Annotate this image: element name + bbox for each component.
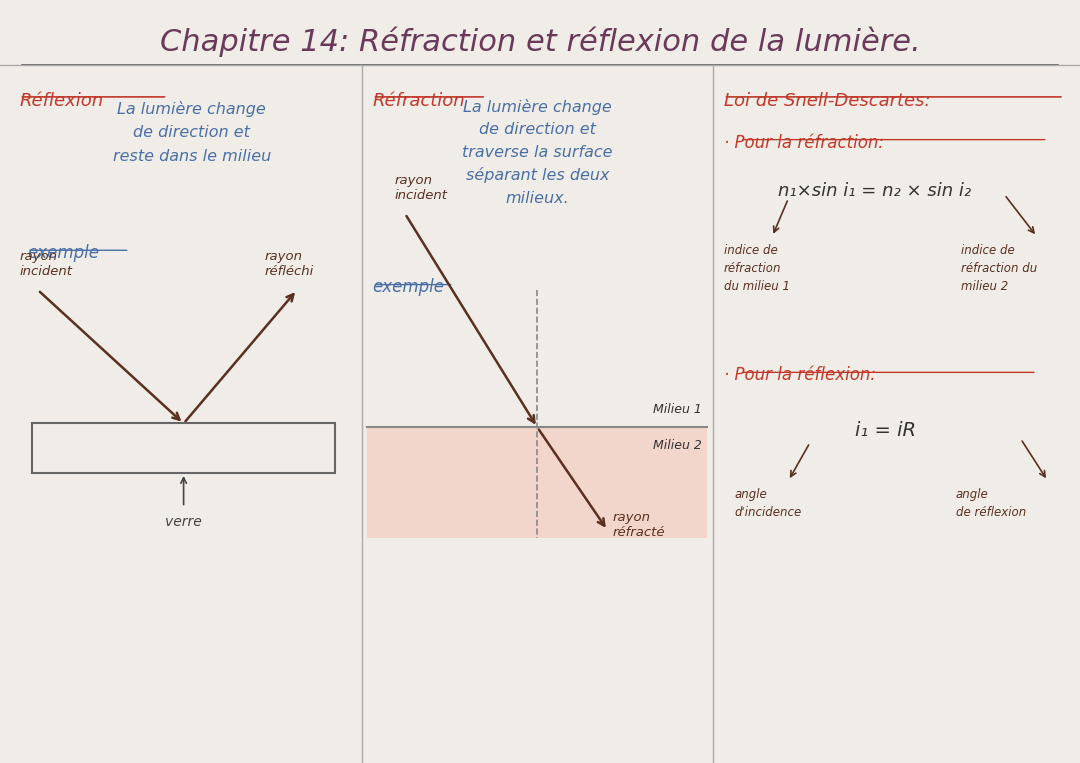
Text: rayon
réfléchi: rayon réfléchi: [265, 250, 314, 278]
Text: Loi de Snell-Descartes:: Loi de Snell-Descartes:: [724, 92, 930, 110]
Text: angle
de réflexion: angle de réflexion: [956, 488, 1026, 520]
Text: i₁ = iR: i₁ = iR: [855, 421, 916, 440]
Text: La lumière change
de direction et
traverse la surface
séparant les deux
milieux.: La lumière change de direction et traver…: [462, 99, 612, 205]
Text: verre: verre: [165, 515, 202, 529]
Text: La lumière change
de direction et
reste dans le milieu: La lumière change de direction et reste …: [112, 101, 271, 163]
Text: exemple: exemple: [373, 278, 445, 297]
Text: Réflexion: Réflexion: [19, 92, 104, 110]
Text: · Pour la réflexion:: · Pour la réflexion:: [724, 366, 876, 385]
Text: Réfraction: Réfraction: [373, 92, 465, 110]
Text: indice de
réfraction
du milieu 1: indice de réfraction du milieu 1: [724, 244, 789, 293]
Bar: [367, 427, 707, 538]
Bar: [32, 423, 335, 473]
Text: Chapitre 14: Réfraction et réflexion de la lumière.: Chapitre 14: Réfraction et réflexion de …: [160, 27, 920, 57]
Text: Milieu 1: Milieu 1: [653, 403, 702, 416]
Text: exemple: exemple: [27, 244, 99, 262]
Text: Milieu 2: Milieu 2: [653, 439, 702, 452]
Text: rayon
réfracté: rayon réfracté: [613, 511, 665, 539]
Text: n₁×sin i₁ = n₂ × sin i₂: n₁×sin i₁ = n₂ × sin i₂: [779, 182, 971, 200]
Text: rayon
incident: rayon incident: [394, 174, 447, 202]
Text: angle
d'incidence: angle d'incidence: [734, 488, 801, 520]
Text: · Pour la réfraction:: · Pour la réfraction:: [724, 134, 883, 152]
Text: indice de
réfraction du
milieu 2: indice de réfraction du milieu 2: [961, 244, 1038, 293]
Text: rayon
incident: rayon incident: [19, 250, 72, 278]
